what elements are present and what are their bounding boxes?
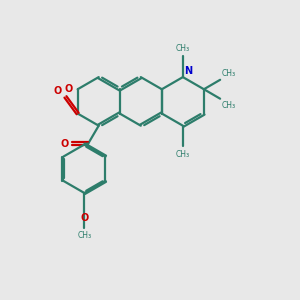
Text: CH₃: CH₃ <box>176 44 190 53</box>
Text: O: O <box>80 213 88 224</box>
Text: CH₃: CH₃ <box>176 150 190 159</box>
Text: N: N <box>184 66 192 76</box>
Text: CH₃: CH₃ <box>221 69 236 78</box>
Text: CH₃: CH₃ <box>221 101 236 110</box>
Text: O: O <box>60 139 69 148</box>
Text: CH₃: CH₃ <box>77 231 92 240</box>
Text: O: O <box>53 85 61 95</box>
Text: O: O <box>64 84 73 94</box>
